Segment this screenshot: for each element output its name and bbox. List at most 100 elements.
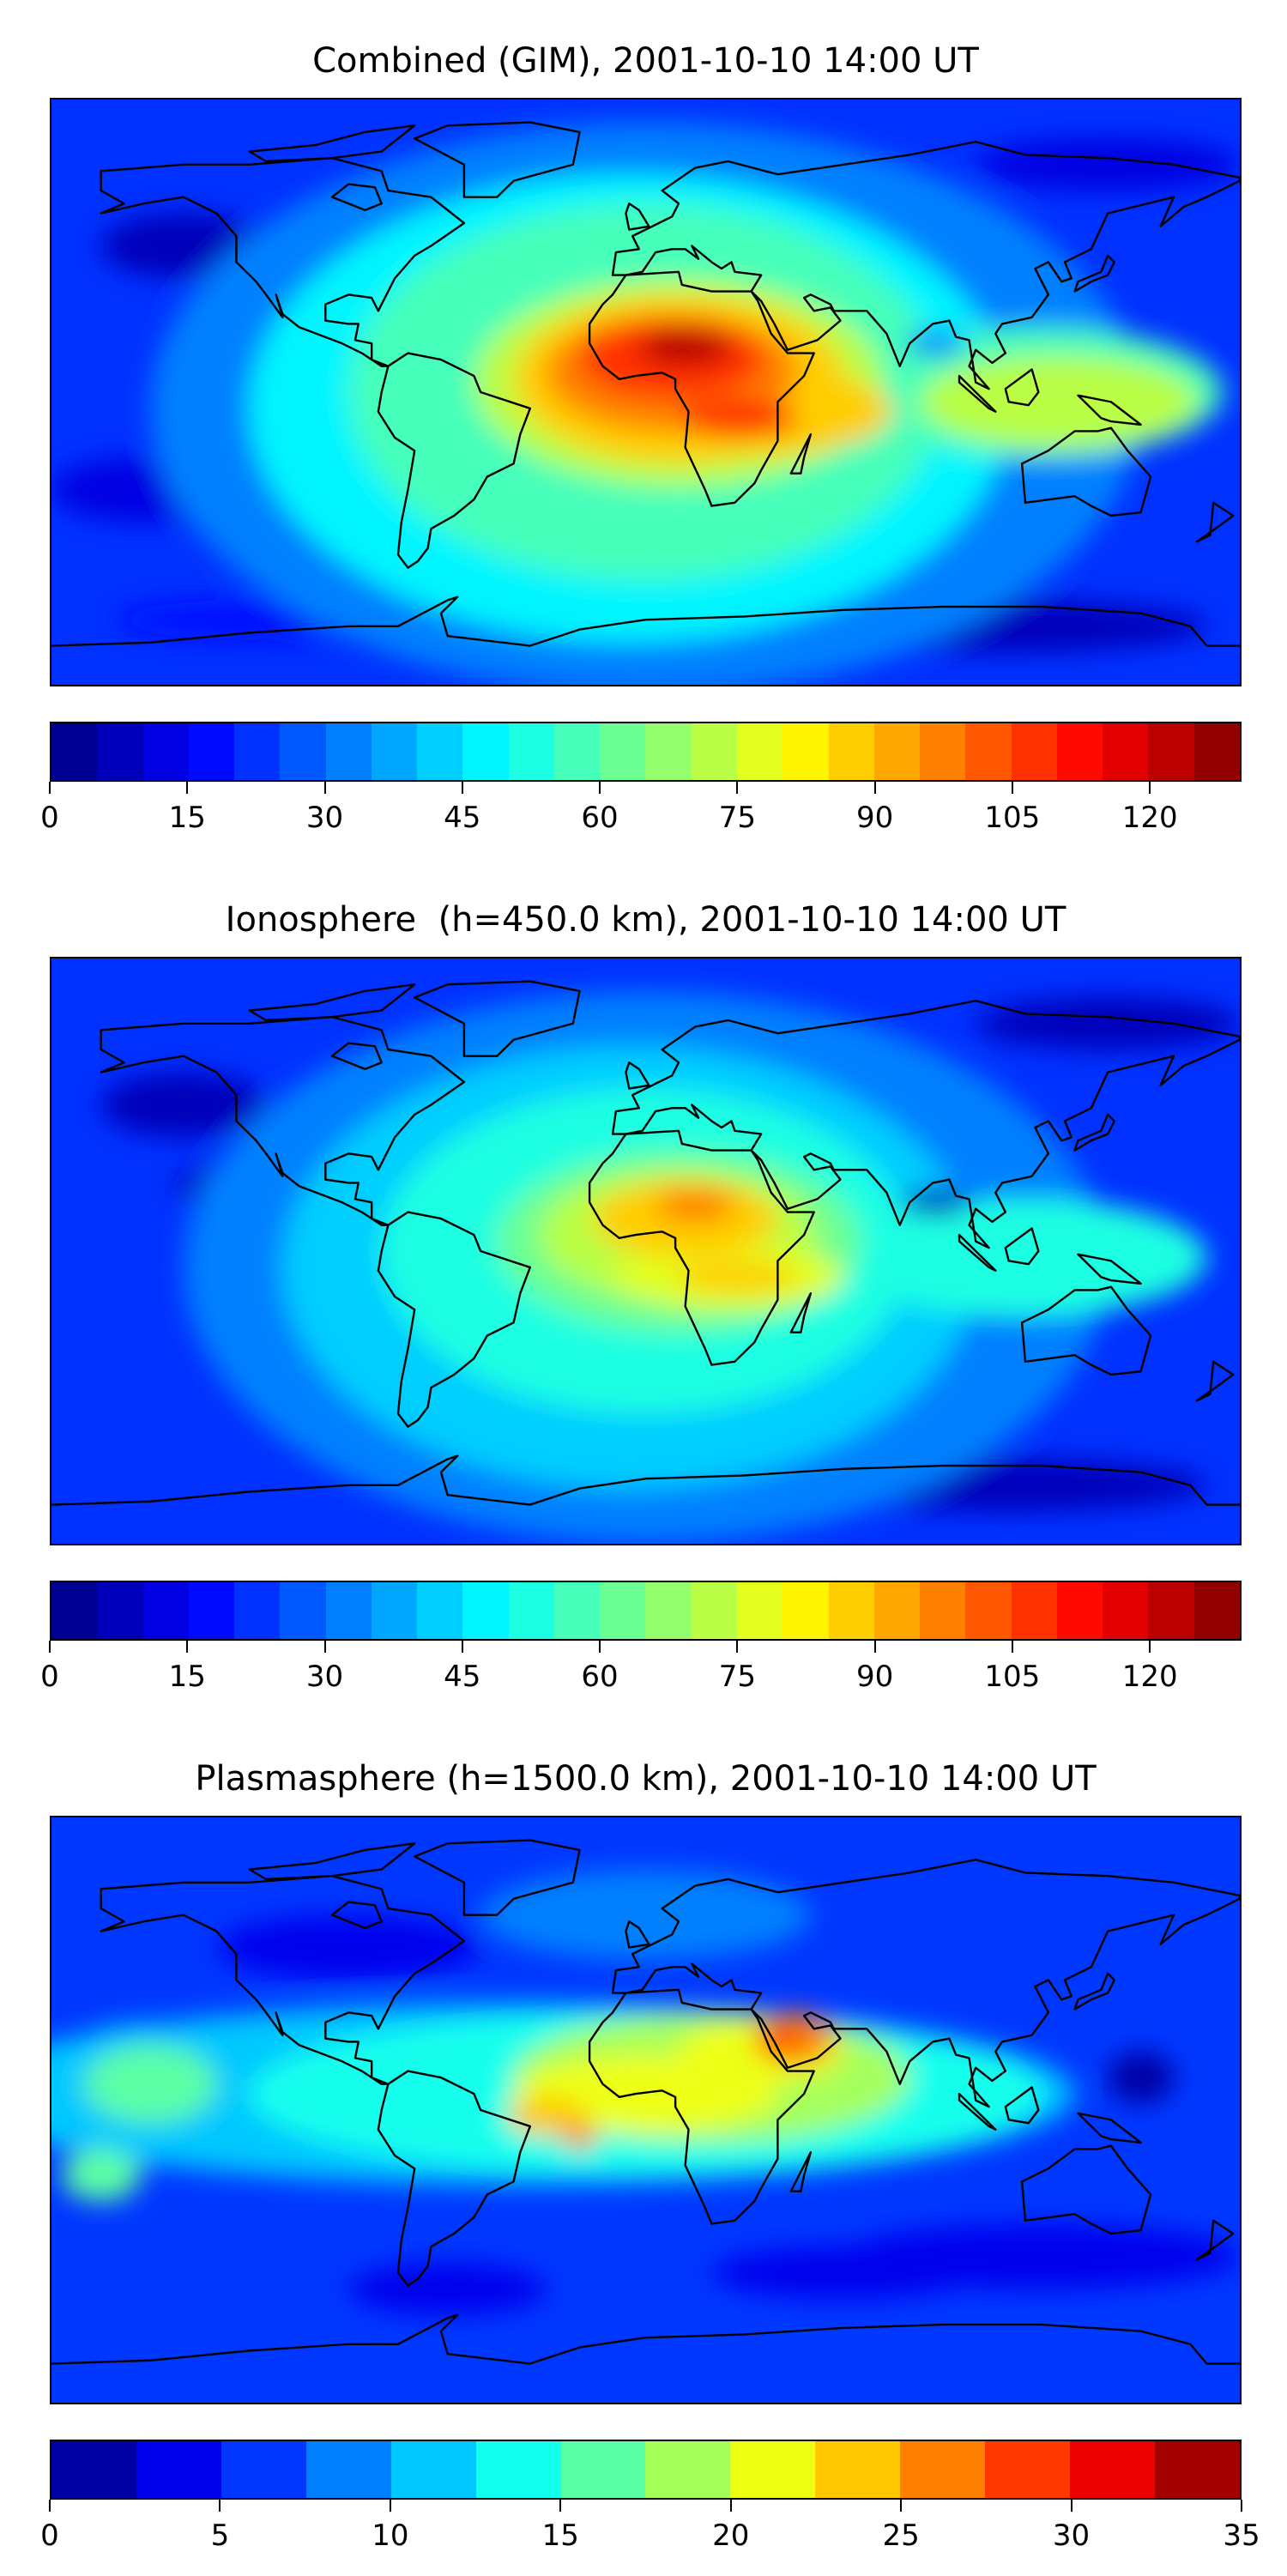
colorbar-tick-label: 20 [712,2519,750,2553]
colorbar-band [1056,723,1103,780]
coastline-australia [1022,428,1151,516]
colorbar-band [553,723,601,780]
colorbar-band [1103,1582,1149,1639]
colorbar-tick [900,2500,903,2512]
colorbar-tick-label: 75 [718,1660,756,1694]
tec-contour-region [216,1914,481,1980]
colorbar-band [920,1582,966,1639]
colorbar-ticks: 0 15 30 45 60 75 90 105 120 [40,1641,1242,1709]
tec-contour-region [348,2263,547,2315]
coastline-australia [1022,2146,1151,2234]
colorbar-band [1148,1582,1194,1639]
colorbar-band [325,723,372,780]
colorbar-band [1011,1582,1057,1639]
coastline-new-guinea [1078,2113,1140,2143]
colorbar-band [985,2441,1071,2498]
colorbar-band [873,1582,921,1639]
tec-contour-region [61,2149,141,2202]
tec-contour-region [976,997,1240,1050]
coastline-sumatra [959,376,995,412]
colorbar-band [1103,723,1149,780]
colorbar-band [828,723,874,780]
colorbar-tick-label: 45 [444,801,481,835]
coastline-eurasia [613,1001,1240,1248]
tec-contour-region [656,1189,735,1222]
colorbar-band [873,723,921,780]
coastline-africa [589,1131,814,1365]
tec-contour-region [1108,2051,1175,2104]
colorbar-band [600,1582,646,1639]
coastline-borneo [1006,1228,1038,1264]
colorbar-tick [1149,1641,1151,1653]
colorbar-tick-label: 35 [1223,2519,1260,2553]
colorbar-tick-label: 0 [40,2519,59,2553]
coastline-eurasia [613,142,1240,389]
coastline-madagascar [791,1293,811,1332]
colorbar-tick [729,2500,732,2512]
colorbar-tick-label: 60 [581,801,619,835]
colorbar-tick-label: 90 [855,801,894,835]
coastline-new-guinea [1078,396,1140,425]
tec-map [50,98,1242,686]
colorbar-band [371,1582,418,1639]
colorbar-tick-label: 105 [984,1660,1041,1694]
coastline-australia [1022,1287,1151,1375]
colorbar-tick [389,2500,391,2512]
tec-contour-region [711,2246,976,2299]
colorbar-ticks: 0 15 30 45 60 75 90 105 120 [40,782,1242,850]
coastline-south-america [378,1212,530,1427]
coastline-africa [589,272,814,506]
colorbar-band [691,723,737,780]
colorbar-band [462,723,509,780]
colorbar-tick-label: 120 [1121,1660,1178,1694]
colorbar-band [462,1582,509,1639]
tec-contour-region [563,2123,596,2150]
colorbar-tick-label: 25 [882,2519,920,2553]
coastline-new-zealand [1197,2221,1233,2259]
coastlines [51,1841,1240,2364]
colorbar-band [371,723,418,780]
tec-contour-region [100,1072,267,1138]
colorbar-band [1148,723,1194,780]
colorbar-band [136,2441,221,2498]
tec-contour-region [678,398,798,438]
colorbar-tick-label: 105 [984,801,1041,835]
colorbar-tick [1011,1641,1013,1653]
coastline-antarctica [51,1456,1240,1505]
tec-contours [100,990,1240,1544]
colorbar-band [553,1582,601,1639]
tec-map [50,1816,1242,2404]
coastline-madagascar [791,434,811,473]
coastline-north-america [101,1017,464,1225]
panel-combined: Combined (GIM), 2001-10-10 14:00 UT 0 15 3… [0,0,1287,858]
tec-contour-region [903,1189,970,1216]
coastline-north-america [101,158,464,366]
coastline-great-britain [625,1921,649,1947]
colorbar-tick-label: 120 [1121,801,1178,835]
colorbar-tick-label: 0 [40,801,59,835]
coastline-great-britain [625,1062,649,1088]
colorbar-band [691,1582,737,1639]
colorbar-tick-label: 30 [1052,2519,1091,2553]
colorbar-tick [599,782,601,794]
colorbar-tick-label: 15 [168,801,206,835]
coastline-north-america [101,1876,464,2083]
tec-contour-region [480,1869,811,1961]
colorbar-tick [186,1641,189,1653]
coastline-sumatra [959,1235,995,1271]
colorbar-band [221,2441,306,2498]
colorbar-tick-label: 30 [305,801,344,835]
colorbar-band [965,723,1012,780]
colorbar-band [390,2441,476,2498]
colorbar-band [234,723,281,780]
coastlines [51,982,1240,1505]
colorbar [50,1581,1242,1641]
colorbar-tick-label: 15 [541,2519,579,2553]
colorbar-band [97,1582,143,1639]
colorbar-band [900,2441,986,2498]
plot-title: Plasmasphere (h=1500.0 km), 2001-10-10 1… [195,1759,1097,1799]
tec-contour-region [843,1199,1207,1316]
colorbar-ticks: 0 5 10 15 20 25 30 35 [40,2500,1260,2568]
coastline-new-guinea [1078,1255,1140,1284]
colorbar-band [305,2441,391,2498]
